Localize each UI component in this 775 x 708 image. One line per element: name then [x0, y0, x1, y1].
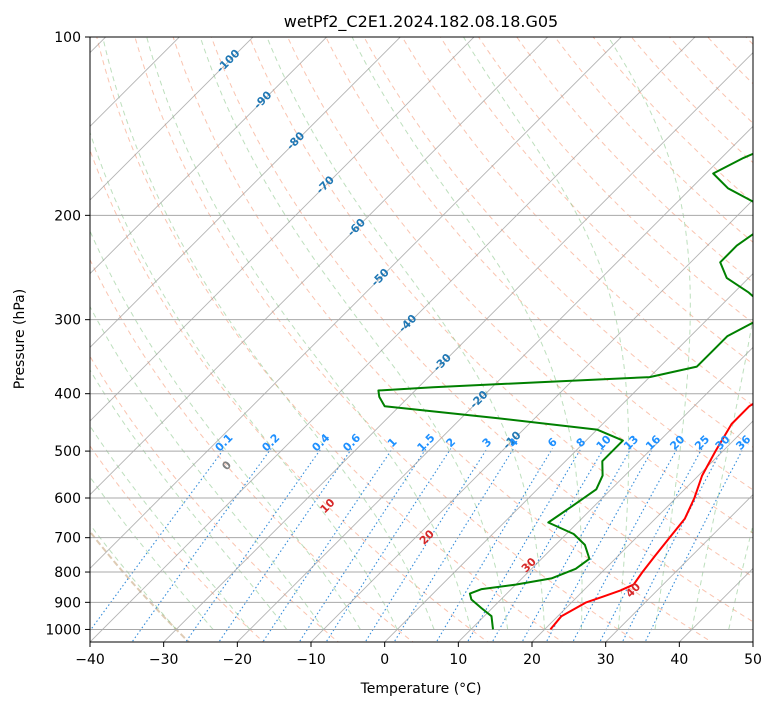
x-tick-label: 40 — [670, 652, 688, 668]
isotherm-line — [90, 37, 622, 569]
dry-adiabat-line — [325, 37, 753, 491]
mixing-ratio-line — [599, 448, 703, 642]
chart-title: wetPf2_C2E1.2024.182.08.18.G05 — [284, 12, 558, 32]
x-tick-label: −40 — [75, 652, 105, 668]
dewpoint-profile — [377, 152, 753, 630]
plot-frame — [89, 36, 754, 643]
mixing-ratio-line — [298, 448, 427, 642]
dry-adiabat-line — [90, 148, 489, 642]
plot-area: -100-90-80-70-60-50-40-30-20-10010203040… — [90, 37, 753, 642]
dry-adiabat-line — [90, 530, 191, 642]
mixing-ratio-line — [364, 448, 488, 642]
y-tick-label: 100 — [54, 30, 81, 46]
profiles — [377, 152, 753, 631]
moist-adiabat-line — [90, 523, 177, 630]
x-tick-label: −20 — [223, 652, 253, 668]
isotherm-line — [90, 37, 475, 422]
isotherm-line — [384, 273, 753, 642]
moist-adiabat-line — [90, 476, 214, 630]
x-tick-label: 0 — [380, 652, 389, 668]
isotherm-line — [605, 494, 753, 642]
moist-adiabat-line — [90, 425, 251, 630]
dry-adiabat-line — [134, 37, 638, 642]
y-tick-label: 800 — [54, 565, 81, 581]
mixing-ratio-line — [572, 448, 678, 642]
axes-ticks: −40 −30 −20 −10 0 10 20 30 40 50 100 200 300 400 500 60… — [45, 30, 762, 668]
mixing-ratio-line — [644, 448, 744, 642]
mixing-ratio-line — [521, 448, 632, 642]
moist-adiabat-line — [607, 37, 691, 630]
dry-adiabat-line — [363, 37, 753, 448]
dry-adiabat-line — [96, 37, 564, 642]
isotherm-line — [90, 37, 696, 642]
isotherm-line — [90, 37, 401, 348]
mixing-ratio-line — [131, 448, 272, 642]
dry-adiabat-line — [90, 445, 265, 642]
moist-adiabat-line — [351, 37, 583, 630]
x-tick-label: −10 — [296, 652, 326, 668]
y-tick-label: 1000 — [45, 622, 81, 638]
dry-adiabat-line — [630, 37, 753, 164]
isotherm-line — [236, 125, 753, 642]
dry-adiabat-line — [172, 37, 713, 642]
mixing-ratio-line — [491, 448, 605, 642]
moist-adiabat-line — [463, 37, 630, 630]
moist-adiabat-line — [90, 229, 361, 630]
background-lines — [90, 37, 753, 642]
dry-adiabat-line — [90, 258, 414, 642]
x-tick-label: 20 — [523, 652, 541, 668]
isotherm-line — [531, 420, 753, 642]
isotherm-line — [310, 199, 753, 642]
mixing-ratio-line — [90, 448, 225, 632]
mixing-ratio-line — [262, 448, 393, 642]
moist-adiabat-line — [199, 37, 509, 630]
y-tick-label: 900 — [54, 595, 81, 611]
isotherm-line — [457, 346, 753, 642]
y-tick-label: 700 — [54, 531, 81, 547]
moist-adiabat-line — [266, 37, 546, 630]
mixing-ratio-line — [466, 448, 582, 642]
dry-adiabat-line — [210, 37, 753, 623]
y-tick-label: 300 — [54, 313, 81, 329]
y-axis-title: Pressure (hPa) — [12, 289, 28, 389]
dry-adiabat-line — [287, 37, 753, 534]
temperature-profile — [549, 402, 753, 631]
y-tick-label: 500 — [54, 444, 81, 460]
moist-adiabat-line — [90, 130, 398, 630]
isotherm-line — [163, 52, 753, 642]
moist-adiabat-line — [691, 315, 753, 630]
x-axis-title: Temperature (°C) — [360, 681, 482, 697]
y-tick-label: 600 — [54, 491, 81, 507]
x-tick-label: 10 — [449, 652, 467, 668]
y-tick-label: 200 — [54, 208, 81, 224]
y-tick-label: 400 — [54, 387, 81, 403]
isotherm-line — [90, 37, 549, 496]
isotherm-line — [90, 37, 254, 201]
mixing-ratio-line — [325, 448, 452, 642]
isotherm-line — [90, 37, 328, 275]
moist-adiabat-line — [102, 37, 435, 630]
mixing-ratio-line — [621, 448, 723, 642]
x-tick-label: 50 — [744, 652, 762, 668]
x-tick-label: −30 — [149, 652, 179, 668]
x-tick-label: 30 — [597, 652, 615, 668]
